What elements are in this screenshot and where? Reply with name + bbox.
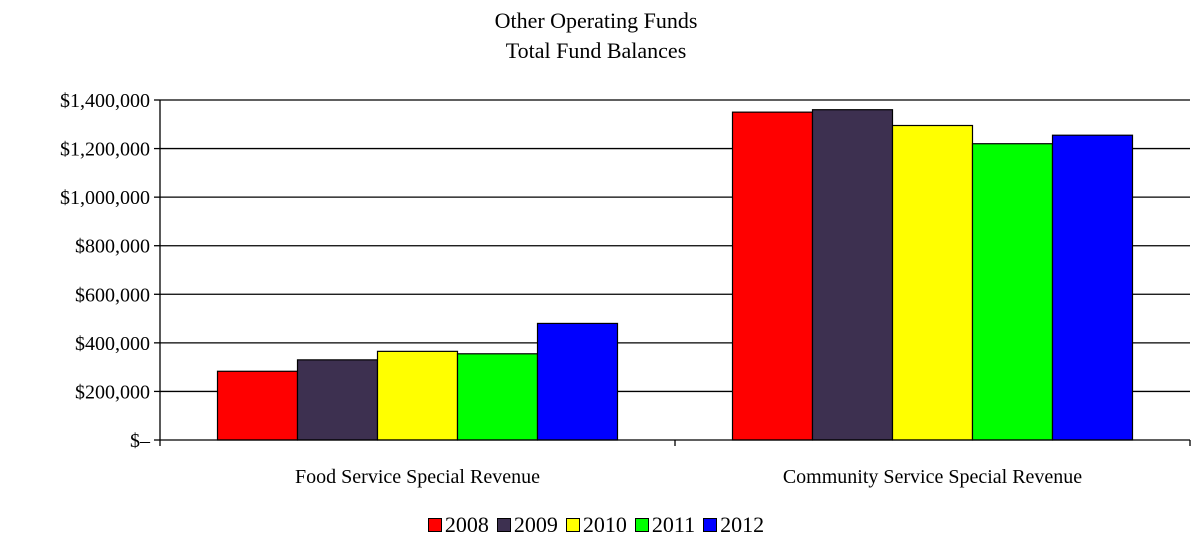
legend-item-2009: 2009: [496, 512, 558, 538]
legend-label: 2011: [651, 512, 696, 537]
bar-chart: $– $200,000 $400,000 $600,000 $800,000 $1,000…: [60, 90, 1191, 488]
chart-title: Other Operating Funds Total Fund Balance…: [0, 6, 1192, 66]
legend-item-2011: 2011: [634, 512, 696, 538]
x-category-label: Community Service Special Revenue: [783, 466, 1082, 488]
legend-item-2010: 2010: [565, 512, 627, 538]
legend-swatch: [565, 518, 580, 532]
legend-item-2012: 2012: [703, 512, 764, 538]
y-tick-label: $1,400,000: [60, 90, 150, 112]
bar-2008-0: [216, 370, 299, 441]
y-tick-label: $600,000: [75, 284, 150, 306]
y-tick-label: $400,000: [75, 333, 150, 355]
legend-swatch: [496, 518, 511, 532]
legend-swatch: [634, 518, 649, 532]
legend-label: 2012: [720, 512, 765, 537]
legend-item-2008: 2008: [427, 512, 489, 538]
y-tick-label: $800,000: [75, 236, 150, 258]
bar-2012-0: [536, 322, 619, 441]
y-tick-label: $200,000: [75, 381, 150, 403]
bar-2011-0: [456, 353, 539, 441]
legend-swatch: [703, 518, 718, 532]
bar-2008-1: [731, 111, 814, 441]
bar-2012-1: [1051, 134, 1134, 441]
y-tick-label: $1,200,000: [60, 139, 150, 161]
bar-2009-0: [296, 359, 379, 441]
chart-title-line2: Total Fund Balances: [505, 38, 687, 63]
y-tick-label: $–: [130, 430, 151, 452]
bar-2011-1: [971, 143, 1054, 441]
legend-label: 2009: [513, 512, 558, 537]
legend-label: 2008: [444, 512, 489, 537]
bar-2009-1: [811, 109, 894, 441]
chart-title-line1: Other Operating Funds: [494, 8, 698, 33]
legend-label: 2010: [582, 512, 627, 537]
bar-2010-1: [891, 124, 974, 441]
y-tick-label: $1,000,000: [60, 187, 150, 209]
bar-2010-0: [376, 350, 459, 441]
legend-swatch: [427, 518, 442, 532]
legend: 2008 2009 2010 2011 2012: [0, 512, 1192, 538]
x-category-label: Food Service Special Revenue: [295, 466, 540, 488]
